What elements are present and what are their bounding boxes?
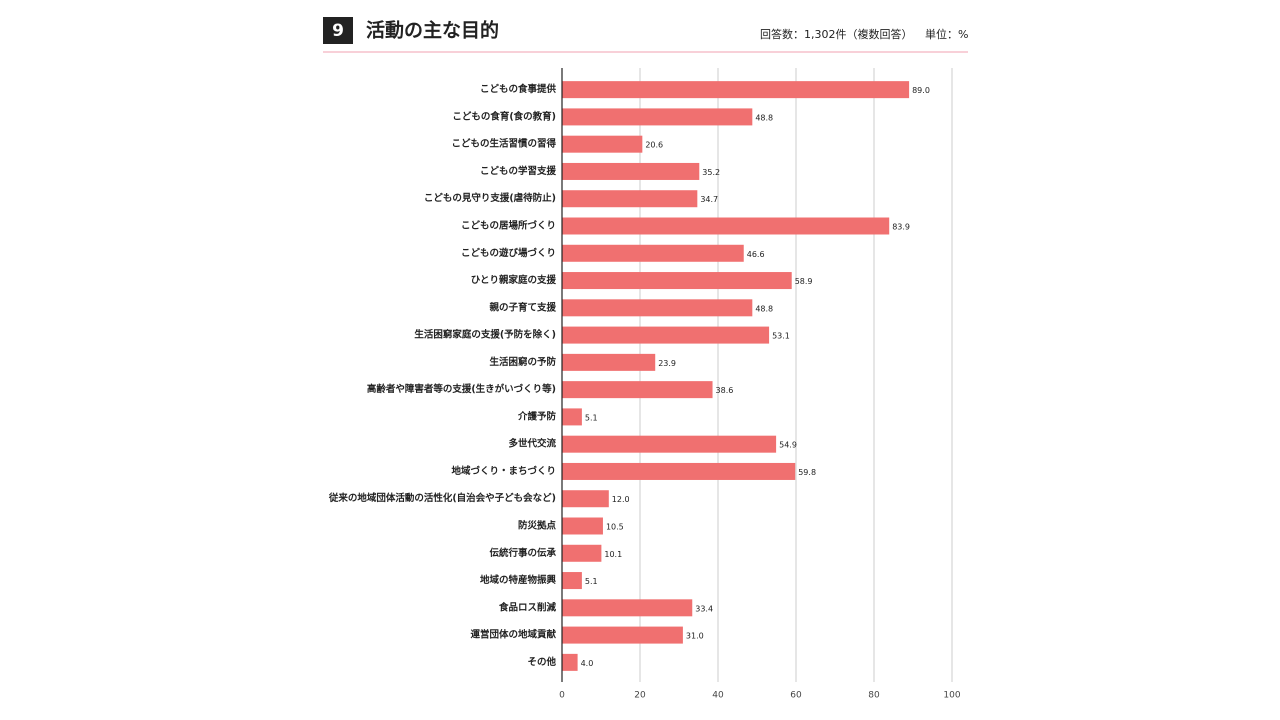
- category-label: こどもの食育(食の教育): [452, 110, 556, 122]
- category-label: 生活困窮家庭の支援(予防を除く): [414, 329, 556, 341]
- bar: [562, 244, 744, 262]
- category-label: 食品ロス削減: [498, 601, 557, 613]
- unit: 単位：%: [925, 27, 968, 41]
- category-label: 従来の地域団体活動の活性化(自治会や子ども会など): [328, 492, 556, 504]
- bar: [562, 599, 693, 617]
- value-label: 31.0: [686, 632, 704, 641]
- x-tick-label: 60: [790, 691, 802, 701]
- bar: [562, 626, 683, 644]
- x-tick-label: 0: [559, 691, 565, 701]
- number: 9: [332, 21, 344, 41]
- bar: [562, 517, 603, 535]
- value-label: 53.1: [772, 332, 790, 341]
- bar: [562, 217, 890, 235]
- category-label: 伝統行事の伝承: [489, 547, 556, 559]
- category-label: 地域づくり・まちづくり: [451, 465, 556, 477]
- category-label: 運営団体の地域貢献: [470, 629, 556, 641]
- value-label: 59.8: [798, 468, 816, 477]
- category-label: 親の子育て支援: [489, 301, 556, 313]
- category-label: 防災拠点: [518, 520, 557, 532]
- respondents: 回答数：1,302件（複数回答）: [760, 27, 913, 41]
- number-badge: [323, 17, 353, 44]
- value-label: 46.6: [747, 250, 765, 259]
- value-label: 4.0: [581, 659, 594, 668]
- bar: [562, 353, 656, 371]
- value-label: 38.6: [716, 386, 734, 395]
- category-label: 高齢者や障害者等の支援(生きがいづくり等): [367, 383, 556, 395]
- bar: [562, 381, 713, 399]
- category-label: こどもの見守り支援(虐待防止): [424, 192, 556, 204]
- value-label: 34.7: [700, 195, 718, 204]
- value-label: 54.9: [779, 441, 797, 450]
- bar: [562, 272, 792, 290]
- bar: [562, 162, 700, 180]
- value-label: 33.4: [695, 604, 713, 613]
- x-tick-label: 100: [943, 691, 960, 701]
- value-label: 10.1: [604, 550, 622, 559]
- value-label: 23.9: [658, 359, 676, 368]
- bar: [562, 653, 578, 671]
- bar: [562, 408, 582, 426]
- bar: [562, 435, 777, 453]
- x-tick-label: 20: [634, 691, 646, 701]
- bar: [562, 299, 753, 317]
- category-label: こどもの学習支援: [480, 165, 557, 177]
- value-label: 58.9: [795, 277, 813, 286]
- value-label: 89.0: [912, 86, 930, 95]
- bar: [562, 81, 910, 99]
- value-label: 83.9: [892, 223, 910, 232]
- bar: [562, 544, 602, 562]
- category-label: その他: [527, 656, 556, 668]
- bar: [562, 190, 698, 208]
- bar: [562, 490, 609, 508]
- x-tick-label: 80: [868, 691, 880, 701]
- category-label: こどもの食事提供: [480, 83, 557, 95]
- value-label: 35.2: [702, 168, 720, 177]
- bar: [562, 135, 643, 153]
- category-label: こどもの居場所づくり: [461, 220, 556, 232]
- category-label: ひとり親家庭の支援: [471, 274, 557, 286]
- value-label: 48.8: [755, 304, 773, 313]
- bar: [562, 462, 796, 480]
- category-label: 地域の特産物振興: [480, 574, 557, 586]
- category-label: こどもの遊び場づくり: [461, 247, 556, 259]
- category-label: 多世代交流: [508, 438, 556, 450]
- value-label: 12.0: [612, 495, 630, 504]
- category-label: 介護予防: [517, 410, 557, 422]
- bar: [562, 572, 582, 590]
- value-label: 5.1: [585, 413, 598, 422]
- category-label: 生活困窮の予防: [489, 356, 556, 368]
- value-label: 10.5: [606, 523, 624, 532]
- value-label: 48.8: [755, 113, 773, 122]
- x-tick-label: 40: [712, 691, 724, 701]
- bar: [562, 108, 753, 126]
- value-label: 5.1: [585, 577, 598, 586]
- bar: [562, 326, 770, 344]
- value-label: 20.6: [645, 141, 663, 150]
- chart-title: 活動の主な目的: [366, 19, 499, 42]
- category-label: こどもの生活習慣の習得: [451, 138, 556, 150]
